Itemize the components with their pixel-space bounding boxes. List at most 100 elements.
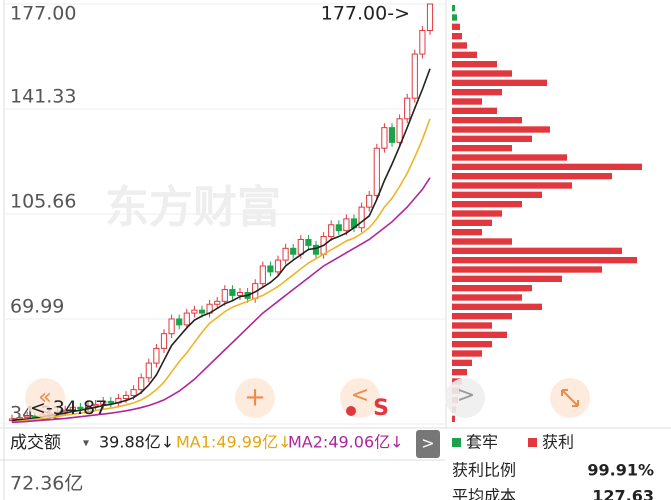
expand-button[interactable] — [416, 430, 440, 458]
cost-label: 平均成本 — [452, 487, 516, 500]
button[interactable] — [445, 378, 485, 418]
volume-max: 72.36亿 — [10, 473, 83, 495]
annotation: 177.00-> — [321, 3, 410, 25]
candle-body — [168, 318, 175, 335]
annotation: <-34.87 — [30, 397, 107, 419]
chip-bar — [452, 163, 642, 170]
candle-body — [366, 194, 373, 208]
candle-body — [274, 259, 282, 273]
chip-bar — [452, 201, 522, 208]
candle-body — [69, 406, 76, 411]
legend-swatch — [452, 438, 461, 447]
chip-bar — [452, 219, 492, 226]
candle-body — [343, 218, 350, 232]
chip-bar — [452, 191, 542, 198]
chip-bar — [452, 98, 482, 105]
candle-body — [130, 389, 137, 397]
candle-body — [236, 291, 244, 296]
chip-bar — [452, 322, 492, 329]
dropdown-arrow: ▾ — [83, 436, 89, 450]
icon — [561, 389, 579, 407]
candle-body — [153, 347, 160, 364]
volume-value: 39.88亿↓ — [99, 433, 174, 452]
candle-body — [388, 127, 396, 143]
candle-body — [404, 97, 411, 120]
y-tick-label: 177.00 — [10, 3, 76, 25]
controls: « + < > S — [25, 378, 590, 421]
chip-bar — [452, 350, 482, 357]
chip-bar — [452, 369, 467, 376]
chip-bar — [452, 359, 472, 366]
chip-bar — [452, 182, 572, 189]
candle-body — [259, 265, 266, 285]
y-tick-label: 69.99 — [10, 296, 64, 318]
candle-body — [62, 409, 69, 413]
candle-body — [267, 265, 274, 273]
chip-bar — [452, 33, 462, 40]
chip-bar — [452, 79, 547, 86]
candle-body — [183, 312, 190, 326]
signal-dot — [346, 406, 356, 416]
chip-bar — [452, 313, 512, 320]
chip-bar — [452, 266, 602, 273]
y-tick-label: 141.33 — [10, 86, 76, 108]
ma-line — [11, 118, 431, 423]
legend-swatch — [528, 438, 537, 447]
legend-label: 套牢 — [466, 433, 498, 452]
candle-body — [77, 406, 84, 410]
chip-bar — [452, 331, 507, 338]
chip-bar — [452, 42, 467, 49]
chip-bar — [452, 238, 512, 245]
candle-body — [176, 318, 183, 326]
cost: 127.63 — [592, 487, 654, 500]
chip-bar — [452, 135, 532, 142]
chip-bar — [452, 173, 612, 180]
chip-bar — [452, 107, 497, 114]
icon: > — [457, 383, 475, 408]
candle-body — [411, 53, 418, 99]
ratio: 99.91% — [587, 461, 654, 480]
button[interactable] — [235, 378, 275, 418]
candle-body — [24, 415, 31, 419]
chip-bar — [452, 70, 512, 77]
icon: > — [421, 434, 434, 453]
chip-bar — [452, 89, 502, 96]
chip-bar — [452, 23, 460, 30]
candle-body — [335, 224, 342, 232]
chip-bar — [452, 257, 637, 264]
candle-body — [373, 147, 380, 196]
chip-bar — [452, 61, 497, 68]
chip-bar — [452, 210, 502, 217]
candle-body — [396, 118, 403, 143]
chip-bar — [452, 229, 482, 236]
ma-line — [11, 177, 431, 424]
candle-body — [229, 289, 236, 296]
button[interactable] — [25, 378, 65, 418]
candle-body — [358, 206, 365, 229]
candle-body — [305, 238, 312, 246]
signal: S — [373, 396, 389, 421]
legend-label: 获利 — [542, 433, 574, 452]
chip-bar — [452, 51, 477, 58]
chip-bar — [452, 415, 455, 422]
candle-body — [100, 400, 107, 405]
candle-body — [160, 333, 168, 349]
volume-ma2: MA2:49.06亿↓ — [288, 433, 404, 452]
chip-bar — [452, 341, 492, 348]
candle-body — [107, 400, 114, 404]
chip-bar — [452, 14, 457, 21]
volume-label[interactable]: 成交额 — [10, 433, 61, 453]
candle-body — [221, 289, 228, 302]
icon: « — [38, 385, 51, 410]
chip-bar — [452, 117, 522, 124]
y-tick-label: 105.66 — [10, 191, 76, 213]
candle-body — [381, 127, 388, 149]
candle-body — [282, 247, 289, 261]
icon: < — [351, 383, 369, 408]
ma-line — [11, 68, 431, 422]
candle-body — [122, 395, 130, 399]
candle-body — [426, 3, 434, 31]
ratio-label: 获利比例 — [452, 461, 516, 480]
chip-bar — [452, 5, 455, 12]
